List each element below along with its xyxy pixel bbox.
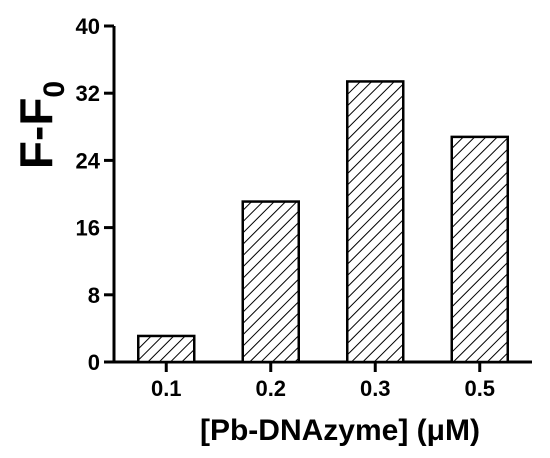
- bar: [450, 135, 509, 364]
- x-tick-label: 0.1: [151, 376, 182, 401]
- bar: [241, 200, 300, 364]
- y-tick-label: 16: [76, 216, 100, 241]
- x-axis-title: [Pb-DNAzyme] (μM): [200, 414, 480, 447]
- y-tick-label: 40: [76, 14, 100, 39]
- y-axis-title-subscript: 0: [38, 81, 71, 98]
- x-tick-label: 0.2: [255, 376, 286, 401]
- y-tick-label: 24: [76, 148, 101, 173]
- y-tick-label: 32: [76, 81, 100, 106]
- x-tick-label: 0.3: [360, 376, 391, 401]
- x-tick-label: 0.5: [464, 376, 495, 401]
- bar: [137, 334, 196, 364]
- plot-area: 0 8 16 24 32 40 0.1 0.2 0.3 0.5: [76, 14, 532, 401]
- svg-text:F-F0: F-F0: [10, 81, 71, 169]
- bar: [346, 80, 405, 364]
- y-tick-label: 8: [88, 283, 100, 308]
- y-axis-title-main: F-F: [10, 98, 62, 170]
- y-tick-label: 0: [88, 350, 100, 375]
- y-axis-title: F-F0: [10, 81, 71, 169]
